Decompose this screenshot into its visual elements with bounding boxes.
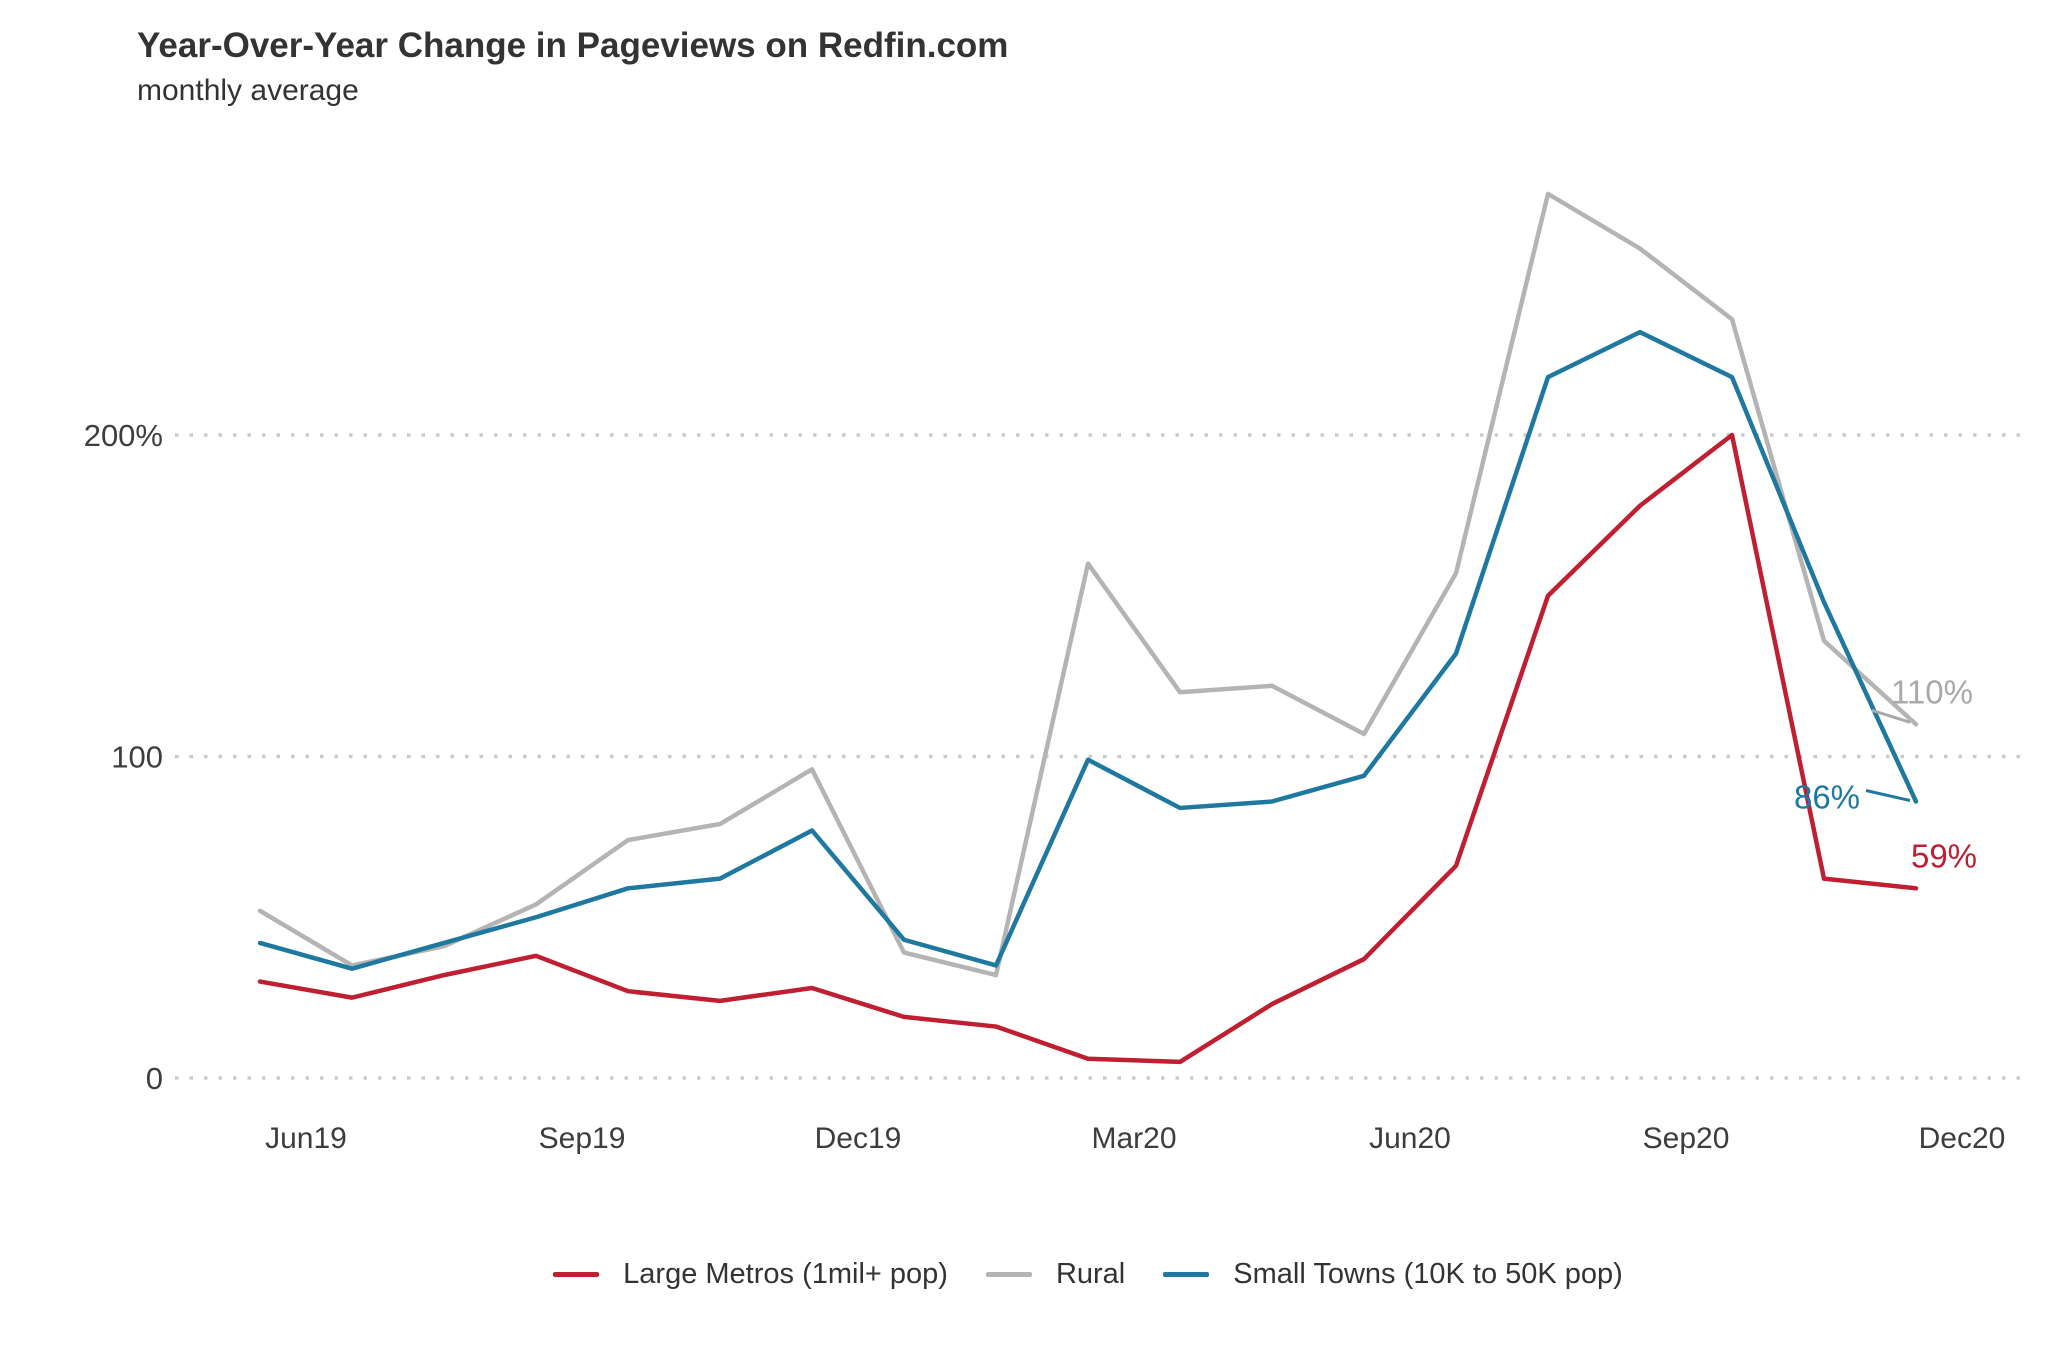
y-axis-tick-label: 200% (84, 418, 163, 453)
end-value-label-small_towns: 86% (1794, 779, 1860, 816)
y-axis-tick-label: 100 (111, 740, 163, 775)
x-axis-tick-label: Dec20 (1919, 1122, 2006, 1155)
series-line-rural (257, 191, 1919, 978)
legend-label-large_metros: Large Metros (1mil+ pop) (623, 1258, 948, 1290)
end-label-leader-small_towns (1865, 789, 1911, 802)
chart-legend: Large Metros (1mil+ pop) Rural Small Towns… (64, 1258, 2048, 1291)
end-value-label-rural: 110% (1891, 673, 1973, 710)
legend-item-rural: Rural (985, 1258, 1126, 1291)
series-line-small_towns (257, 329, 1919, 971)
legend-label-rural: Rural (1055, 1258, 1126, 1290)
x-axis-tick-label: Mar20 (1091, 1122, 1176, 1155)
chart-subtitle: monthly average (137, 74, 359, 107)
x-axis-tick-label: Sep20 (1643, 1122, 1730, 1155)
y-axis-tick-label: 0 (146, 1061, 163, 1096)
series-line-large_metros (257, 432, 1919, 1065)
x-axis-tick-label: Sep19 (539, 1122, 626, 1155)
x-axis-tick-label: Dec19 (815, 1122, 902, 1155)
legend-label-small_towns: Small Towns (10K to 50K pop) (1233, 1258, 1623, 1290)
legend-swatch-rural (985, 1272, 1032, 1277)
legend-item-large_metros: Large Metros (1mil+ pop) (553, 1258, 948, 1291)
end-value-label-large_metros: 59% (1911, 837, 1977, 874)
end-label-leader-rural (1871, 708, 1911, 724)
x-axis-tick-label: Jun20 (1369, 1122, 1451, 1155)
legend-item-small_towns: Small Towns (10K to 50K pop) (1163, 1258, 1623, 1291)
x-axis-tick-label: Jun19 (265, 1122, 347, 1155)
legend-swatch-small_towns (1163, 1272, 1210, 1277)
chart-title: Year-Over-Year Change in Pageviews on Re… (137, 26, 1009, 65)
legend-swatch-large_metros (553, 1272, 600, 1277)
